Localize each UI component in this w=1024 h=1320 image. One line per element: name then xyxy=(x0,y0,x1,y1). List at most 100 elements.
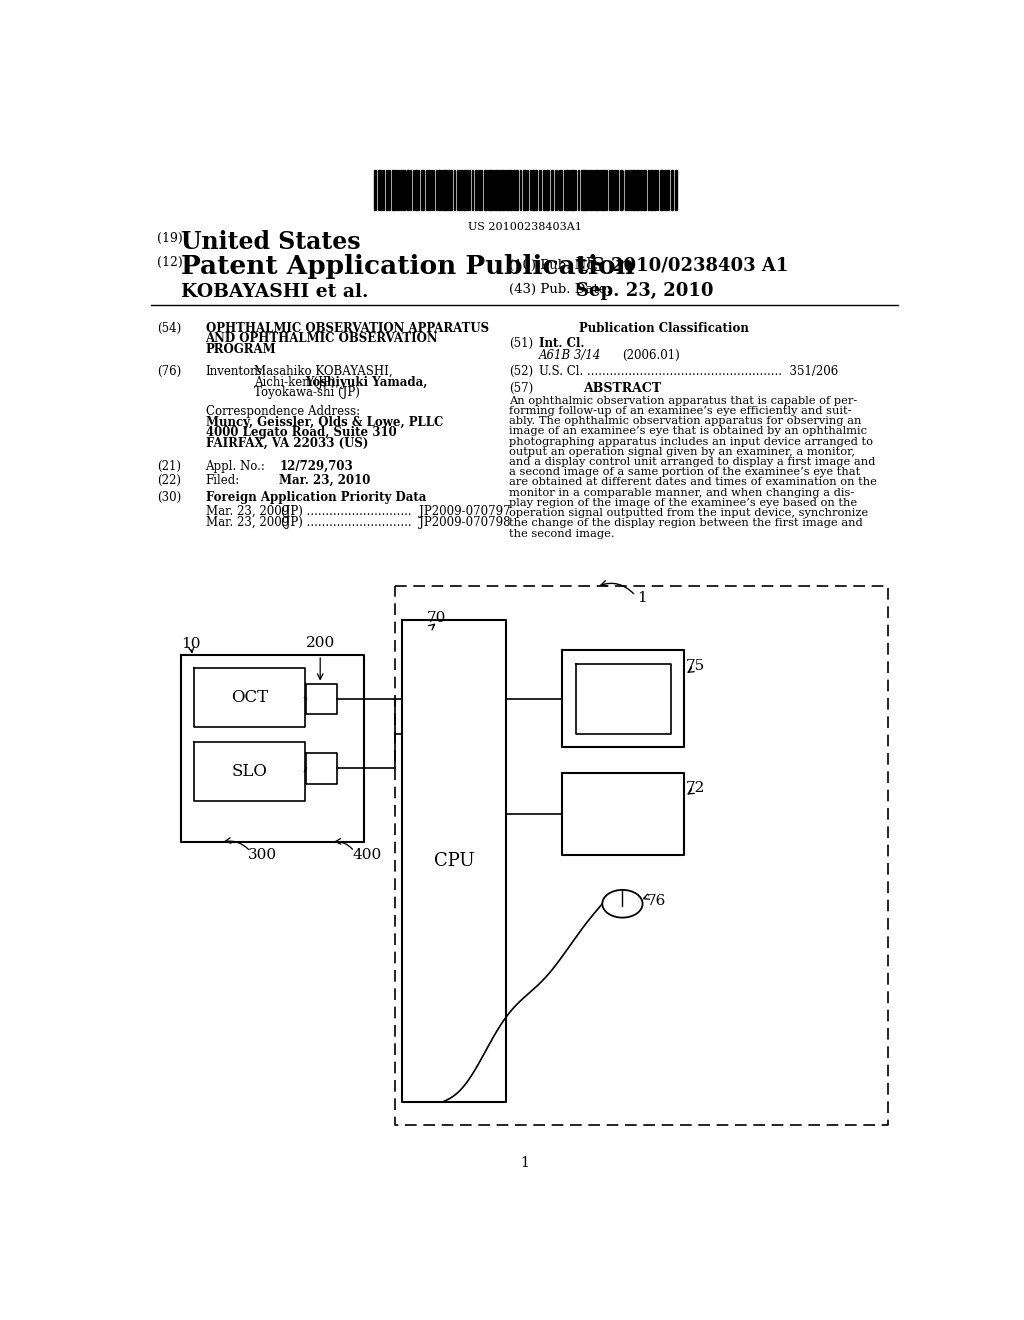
Bar xyxy=(400,170,401,210)
Bar xyxy=(461,170,462,210)
Text: (19): (19) xyxy=(158,232,183,246)
Text: 1: 1 xyxy=(637,591,647,605)
Bar xyxy=(581,170,585,210)
Text: PROGRAM: PROGRAM xyxy=(206,343,276,356)
Text: FAIRFAX, VA 22033 (US): FAIRFAX, VA 22033 (US) xyxy=(206,437,368,450)
Text: Foreign Application Priority Data: Foreign Application Priority Data xyxy=(206,491,426,504)
Text: 300: 300 xyxy=(248,849,278,862)
Bar xyxy=(426,170,427,210)
Text: Patent Application Publication: Patent Application Publication xyxy=(180,253,635,279)
Text: US 2010/0238403 A1: US 2010/0238403 A1 xyxy=(575,257,788,275)
Bar xyxy=(392,170,395,210)
Text: 70: 70 xyxy=(426,611,445,626)
Text: Muncy, Geissler, Olds & Lowe, PLLC: Muncy, Geissler, Olds & Lowe, PLLC xyxy=(206,416,442,429)
Text: 200: 200 xyxy=(306,636,336,649)
Bar xyxy=(496,170,497,210)
Bar xyxy=(665,170,666,210)
Text: Sep. 23, 2010: Sep. 23, 2010 xyxy=(575,281,714,300)
Text: KOBAYASHI et al.: KOBAYASHI et al. xyxy=(180,284,369,301)
Text: (10) Pub. No.:: (10) Pub. No.: xyxy=(509,259,603,272)
Bar xyxy=(611,170,612,210)
Text: the change of the display region between the first image and: the change of the display region between… xyxy=(509,519,863,528)
Bar xyxy=(633,170,635,210)
Ellipse shape xyxy=(602,890,643,917)
Text: (30): (30) xyxy=(158,491,181,504)
Bar xyxy=(454,170,455,210)
Bar xyxy=(642,170,646,210)
Bar xyxy=(402,170,404,210)
Bar xyxy=(667,170,669,210)
Bar xyxy=(551,170,553,210)
Text: (JP) ............................  JP2009-070798: (JP) ............................ JP2009… xyxy=(281,516,510,529)
Text: Mar. 23, 2009: Mar. 23, 2009 xyxy=(206,516,289,529)
Text: CPU: CPU xyxy=(433,851,474,870)
Text: ABSTRACT: ABSTRACT xyxy=(583,381,662,395)
Bar xyxy=(480,170,482,210)
Bar xyxy=(543,170,546,210)
Bar xyxy=(441,170,442,210)
Bar xyxy=(475,170,477,210)
Bar xyxy=(570,170,574,210)
Text: (2006.01): (2006.01) xyxy=(622,350,680,363)
Bar xyxy=(415,170,417,210)
Text: output an operation signal given by an examiner, a monitor,: output an operation signal given by an e… xyxy=(509,446,855,457)
Text: Toyokawa-shi (JP): Toyokawa-shi (JP) xyxy=(254,387,360,400)
Bar xyxy=(605,170,607,210)
Bar xyxy=(590,170,592,210)
Bar xyxy=(449,170,452,210)
Text: (51): (51) xyxy=(509,337,534,350)
Text: (52): (52) xyxy=(509,364,534,378)
Bar xyxy=(507,170,509,210)
Bar xyxy=(625,170,627,210)
Bar xyxy=(671,170,674,210)
Text: (76): (76) xyxy=(158,364,181,378)
Bar xyxy=(621,170,622,210)
Bar xyxy=(559,170,562,210)
Bar xyxy=(498,170,500,210)
Text: 10: 10 xyxy=(180,638,201,651)
Text: A61B 3/14: A61B 3/14 xyxy=(539,350,601,363)
Text: a second image of a same portion of the examinee’s eye that: a second image of a same portion of the … xyxy=(509,467,860,478)
Text: 72: 72 xyxy=(686,780,706,795)
Bar xyxy=(421,170,424,210)
Bar xyxy=(654,170,655,210)
Text: monitor in a comparable manner, and when changing a dis-: monitor in a comparable manner, and when… xyxy=(509,487,855,498)
Text: operation signal outputted from the input device, synchronize: operation signal outputted from the inpu… xyxy=(509,508,868,519)
Text: Appl. No.:: Appl. No.: xyxy=(206,461,265,474)
Bar xyxy=(659,170,664,210)
Text: Int. Cl.: Int. Cl. xyxy=(539,337,585,350)
Bar xyxy=(463,170,466,210)
Text: (JP) ............................  JP2009-070797: (JP) ............................ JP2009… xyxy=(281,506,510,517)
Bar xyxy=(378,170,380,210)
Bar xyxy=(586,170,587,210)
Text: AND OPHTHALMIC OBSERVATION: AND OPHTHALMIC OBSERVATION xyxy=(206,333,438,346)
Text: Publication Classification: Publication Classification xyxy=(579,322,749,335)
Text: Aichi-ken (JP);: Aichi-ken (JP); xyxy=(254,376,343,388)
Text: (57): (57) xyxy=(509,381,534,395)
Text: Inventors:: Inventors: xyxy=(206,364,266,378)
Text: 1: 1 xyxy=(520,1155,529,1170)
Bar xyxy=(555,170,557,210)
Bar xyxy=(522,170,526,210)
Text: (22): (22) xyxy=(158,474,181,487)
Text: Filed:: Filed: xyxy=(206,474,240,487)
Text: 4000 Legato Road, Suite 310: 4000 Legato Road, Suite 310 xyxy=(206,426,396,440)
Bar xyxy=(636,170,639,210)
Bar xyxy=(483,170,485,210)
Text: the second image.: the second image. xyxy=(509,529,615,539)
Bar xyxy=(628,170,629,210)
Text: (54): (54) xyxy=(158,322,181,335)
Bar xyxy=(501,170,504,210)
Text: (12): (12) xyxy=(158,256,183,269)
Bar xyxy=(614,170,616,210)
Text: OPHTHALMIC OBSERVATION APPARATUS: OPHTHALMIC OBSERVATION APPARATUS xyxy=(206,322,488,335)
Text: (21): (21) xyxy=(158,461,181,474)
Bar xyxy=(513,170,515,210)
Bar xyxy=(486,170,488,210)
Bar xyxy=(375,170,376,210)
Bar xyxy=(539,170,541,210)
Text: photographing apparatus includes an input device arranged to: photographing apparatus includes an inpu… xyxy=(509,437,873,446)
Text: are obtained at different dates and times of examination on the: are obtained at different dates and time… xyxy=(509,478,878,487)
Bar xyxy=(578,170,580,210)
Text: image of an examinee’s eye that is obtained by an ophthalmic: image of an examinee’s eye that is obtai… xyxy=(509,426,867,437)
